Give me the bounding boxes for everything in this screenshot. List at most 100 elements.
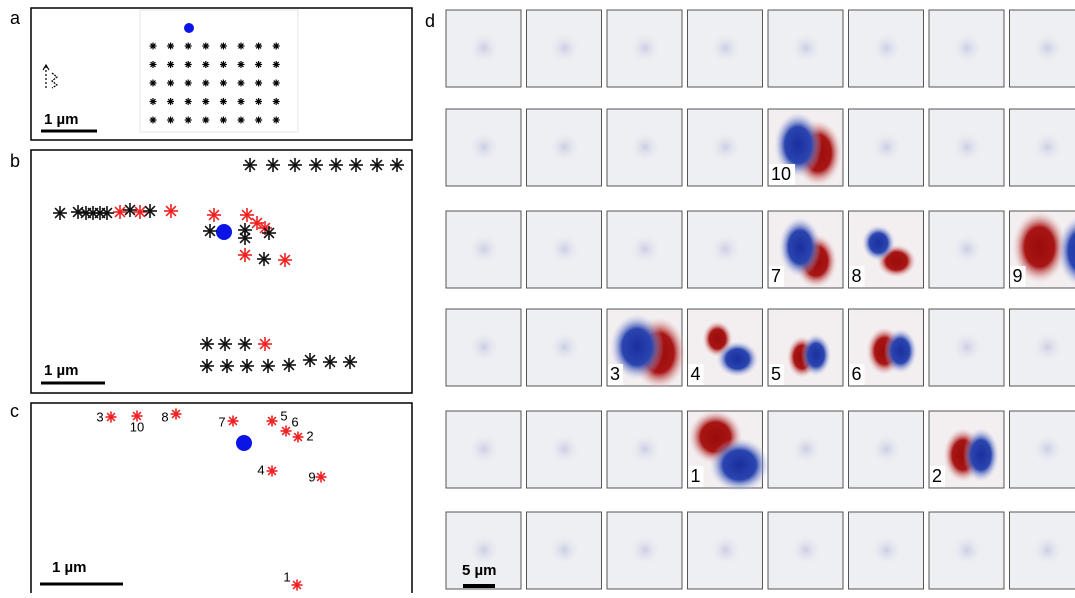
noise-blob (629, 32, 661, 64)
point-label: 5 (280, 408, 287, 423)
star-marker (207, 208, 221, 222)
star-marker (243, 158, 257, 172)
noise-blob (629, 131, 661, 163)
star-marker (220, 43, 227, 50)
star-marker (164, 204, 178, 218)
noise-blob (468, 32, 500, 64)
star-marker (53, 206, 67, 220)
point-label: 2 (306, 428, 313, 443)
tile (688, 512, 763, 589)
tile (607, 10, 682, 87)
scale-bar-label: 1 µm (44, 362, 79, 379)
noise-blob (549, 433, 581, 465)
star-marker (202, 117, 209, 124)
star-marker (309, 158, 323, 172)
tile: 5 (768, 309, 843, 386)
star-marker (238, 80, 245, 87)
tile (768, 10, 843, 87)
star-marker (150, 43, 157, 50)
noise-blob (710, 534, 742, 566)
star-marker (238, 231, 252, 245)
tile (607, 512, 682, 589)
noise-blob (468, 331, 500, 363)
point-label: 8 (161, 409, 168, 424)
noise-blob (710, 32, 742, 64)
star-marker (167, 61, 174, 68)
star-marker (150, 61, 157, 68)
source-dot (184, 23, 194, 33)
tile: 8 (849, 211, 924, 288)
star-marker (240, 208, 254, 222)
noise-blob (790, 32, 822, 64)
tile-label: 3 (610, 364, 620, 384)
point-label: 4 (257, 462, 264, 477)
star-marker (238, 117, 245, 124)
tile (929, 512, 1004, 589)
point-label: 7 (218, 414, 225, 429)
tile-label: 6 (852, 364, 862, 384)
star-marker (238, 98, 245, 105)
star-marker (267, 416, 278, 427)
tile: 6 (849, 309, 924, 386)
point-label: 3 (96, 409, 103, 424)
noise-blob (871, 534, 903, 566)
star-marker (200, 359, 214, 373)
tile (688, 109, 763, 186)
tile (527, 512, 602, 589)
tile-label: 1 (691, 466, 701, 486)
noise-blob (549, 534, 581, 566)
star-marker (238, 61, 245, 68)
direction-icon (43, 65, 57, 88)
tile (607, 211, 682, 288)
tile-label: 2 (932, 466, 942, 486)
star-marker (343, 355, 357, 369)
star-marker (238, 337, 252, 351)
tile (1010, 10, 1075, 87)
tile (768, 411, 843, 488)
star-marker (202, 80, 209, 87)
panel-label: b (10, 151, 20, 171)
star-marker (273, 43, 280, 50)
star-marker (167, 98, 174, 105)
noise-blob (549, 331, 581, 363)
star-marker (220, 359, 234, 373)
tile-label: 4 (691, 364, 701, 384)
star-marker (203, 224, 217, 238)
noise-blob (468, 433, 500, 465)
star-marker (273, 80, 280, 87)
panel-a-inset (140, 10, 298, 132)
star-marker (255, 61, 262, 68)
star-marker (266, 158, 280, 172)
star-marker (202, 98, 209, 105)
star-marker (185, 80, 192, 87)
star-marker (255, 117, 262, 124)
noise-blob (951, 233, 983, 265)
tile (1010, 411, 1075, 488)
star-marker (273, 61, 280, 68)
noise-blob (1032, 131, 1064, 163)
noise-blob (951, 32, 983, 64)
noise-blob (951, 131, 983, 163)
noise-blob (549, 233, 581, 265)
noise-blob (710, 131, 742, 163)
star-marker (288, 158, 302, 172)
tile (527, 109, 602, 186)
noise-blob (1032, 32, 1064, 64)
point-label: 10 (130, 419, 144, 434)
tile (849, 109, 924, 186)
dipole-lobe (963, 428, 999, 482)
tile: 1 (688, 410, 770, 492)
star-marker (282, 358, 296, 372)
star-marker (185, 98, 192, 105)
dipole-lobe (710, 438, 770, 492)
star-marker (143, 204, 157, 218)
panel-c-frame (31, 403, 412, 593)
star-marker (185, 61, 192, 68)
page: a b c d 1 µm 1 µm 1 µm 31087562491 10789… (0, 0, 1075, 593)
panel-b-frame (31, 150, 412, 393)
star-marker (323, 355, 337, 369)
star-marker (267, 466, 278, 477)
noise-blob (871, 433, 903, 465)
tile (929, 10, 1004, 87)
